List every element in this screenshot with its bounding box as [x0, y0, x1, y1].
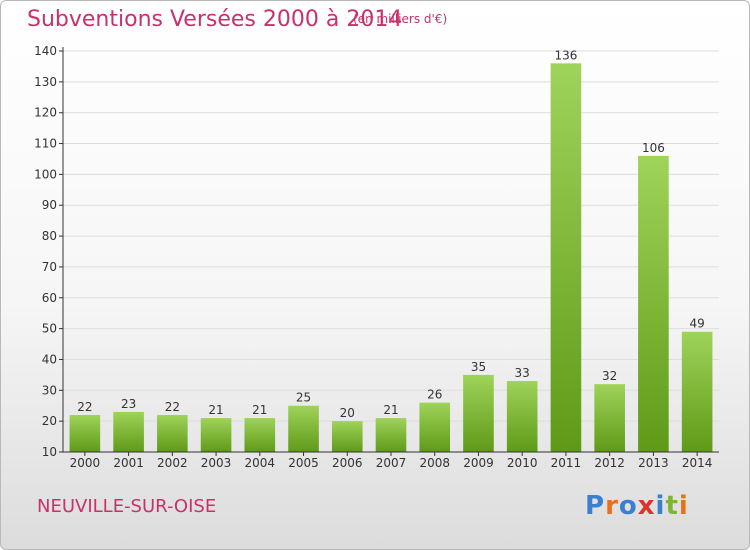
x-tick-label: 2009: [463, 456, 494, 470]
y-tick-label: 90: [42, 198, 57, 212]
data-label: 20: [340, 406, 355, 420]
logo-letter: t: [665, 491, 679, 521]
proxiti-logo[interactable]: Proxiti: [585, 491, 689, 521]
commune-name: NEUVILLE-SUR-OISE: [37, 496, 217, 517]
data-label: 32: [602, 369, 617, 383]
y-tick-label: 20: [42, 414, 57, 428]
x-tick-label: 2006: [332, 456, 363, 470]
bar-2004: [244, 418, 276, 452]
data-label: 35: [471, 360, 486, 374]
data-label: 33: [515, 366, 530, 380]
bar-2008: [419, 402, 451, 452]
bar-2014: [681, 331, 713, 452]
chart-subtitle: (en milliers d'€): [353, 12, 448, 26]
x-tick-label: 2003: [201, 456, 232, 470]
y-tick-label: 120: [34, 106, 57, 120]
x-tick-label: 2010: [507, 456, 538, 470]
y-tick-label: 140: [34, 44, 57, 58]
bar-2006: [331, 421, 363, 452]
data-label: 21: [208, 403, 223, 417]
data-label: 22: [165, 400, 180, 414]
x-tick-label: 2002: [157, 456, 188, 470]
bars: [69, 63, 713, 452]
bar-2011: [550, 63, 582, 452]
y-tick-label: 70: [42, 260, 57, 274]
y-tick-label: 50: [42, 322, 57, 336]
data-label: 21: [383, 403, 398, 417]
data-label: 106: [642, 141, 665, 155]
labels: 10 20 30 40 50 60 70 80 90 100 110 120 130 140 22 2000 2…: [34, 44, 712, 470]
x-tick-label: 2001: [113, 456, 144, 470]
bar-2007: [375, 418, 407, 452]
axes: [59, 47, 719, 456]
logo-letter: x: [637, 491, 656, 521]
x-tick-label: 2011: [551, 456, 582, 470]
logo-letter: i: [655, 491, 666, 521]
bar-2010: [506, 381, 538, 452]
bar-2013: [638, 155, 669, 452]
data-label: 49: [689, 317, 704, 331]
x-tick-label: 2004: [245, 456, 276, 470]
bar-2002: [157, 414, 188, 452]
x-tick-label: 2005: [288, 456, 319, 470]
data-label: 23: [121, 397, 136, 411]
y-tick-label: 40: [42, 352, 57, 366]
data-label: 25: [296, 391, 311, 405]
bar-2000: [69, 414, 101, 452]
x-tick-label: 2014: [682, 456, 713, 470]
y-tick-label: 100: [34, 167, 57, 181]
y-tick-label: 80: [42, 229, 57, 243]
y-tick-label: 10: [42, 445, 57, 459]
x-tick-label: 2007: [376, 456, 407, 470]
logo-letter: P: [585, 491, 606, 521]
y-tick-label: 110: [34, 137, 57, 151]
y-tick-label: 30: [42, 383, 57, 397]
bar-2003: [200, 418, 232, 452]
chart-title: Subventions Versées 2000 à 2014: [27, 7, 403, 32]
x-tick-label: 2000: [70, 456, 101, 470]
bar-2005: [288, 405, 319, 452]
bar-2009: [463, 374, 494, 452]
data-label: 136: [554, 48, 577, 62]
data-label: 22: [77, 400, 92, 414]
logo-letter: r: [605, 491, 619, 521]
logo-letter: i: [678, 491, 689, 521]
logo-letter: o: [618, 491, 638, 521]
bar-2001: [113, 411, 144, 452]
data-label: 21: [252, 403, 267, 417]
y-tick-label: 60: [42, 291, 57, 305]
x-tick-label: 2008: [419, 456, 450, 470]
data-label: 26: [427, 388, 442, 402]
bar-2012: [594, 384, 625, 452]
x-tick-label: 2012: [594, 456, 625, 470]
x-tick-label: 2013: [638, 456, 669, 470]
y-tick-label: 130: [34, 75, 57, 89]
